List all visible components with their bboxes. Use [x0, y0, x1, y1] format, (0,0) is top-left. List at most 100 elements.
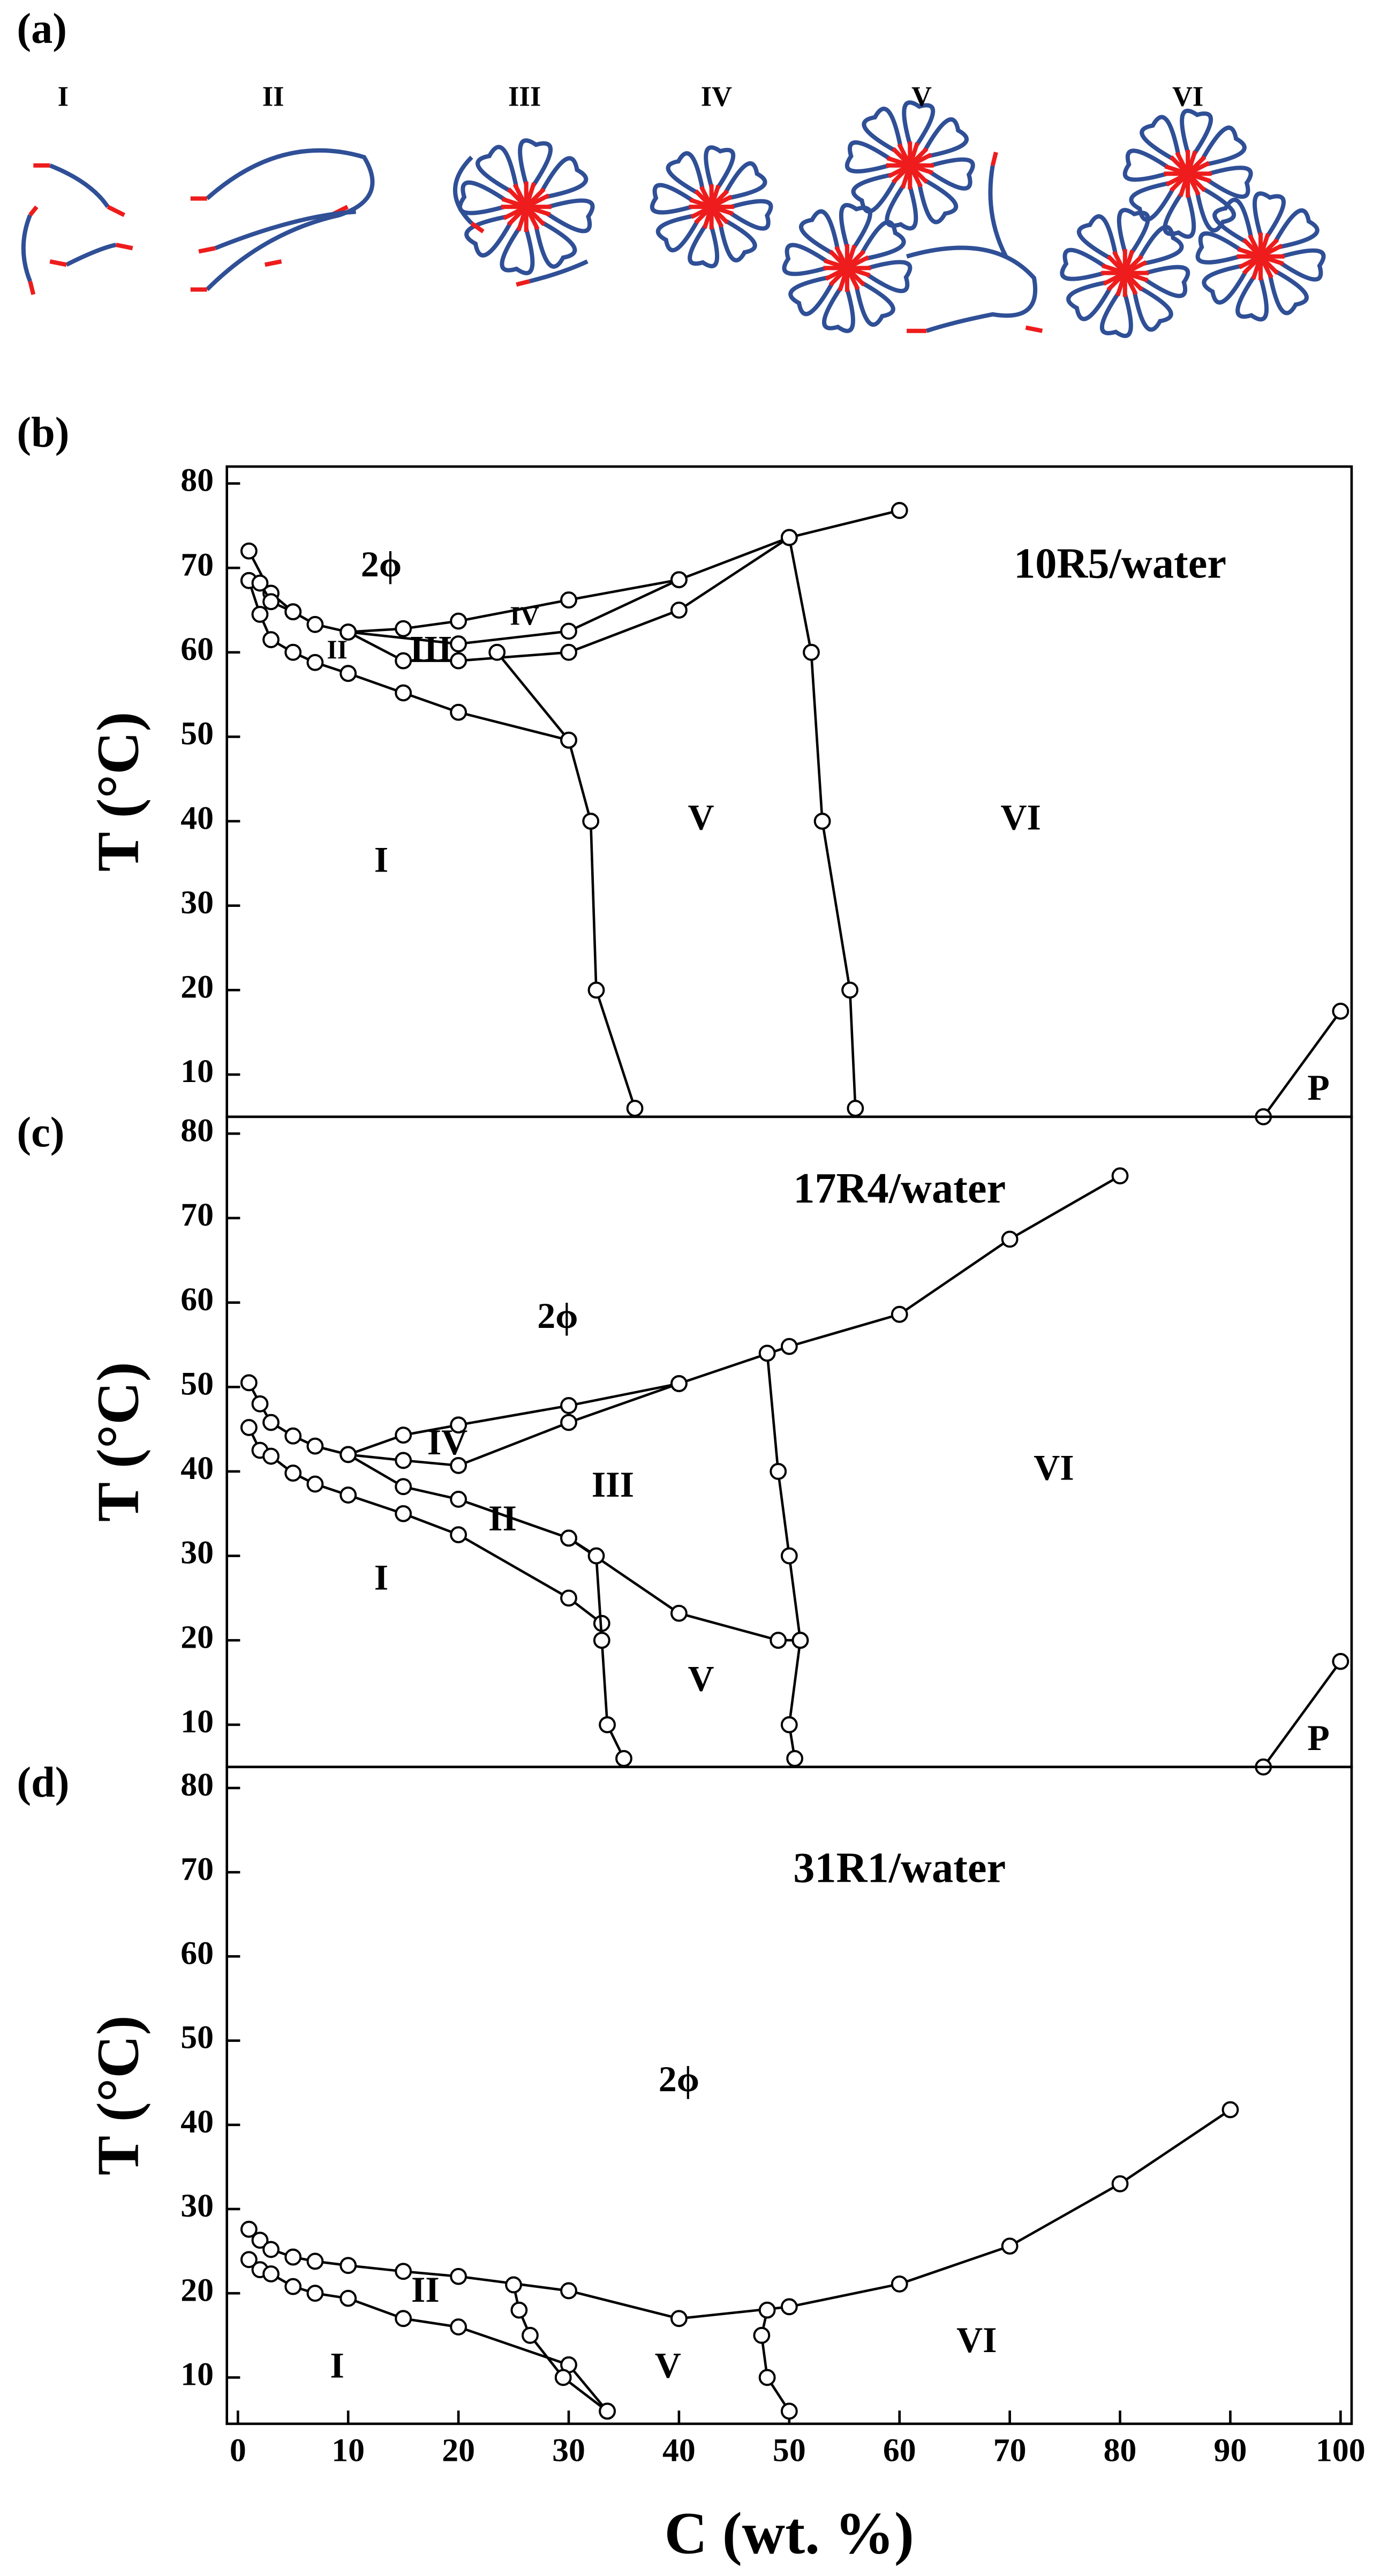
corona — [1195, 186, 1236, 232]
data-point — [599, 1716, 616, 1733]
region-label: 2ϕ — [537, 1295, 578, 1336]
corona — [464, 214, 513, 258]
corona — [1273, 208, 1319, 250]
data-point — [251, 1395, 269, 1413]
structure-label: III — [508, 81, 541, 112]
data-point — [284, 603, 302, 621]
corona — [1060, 247, 1106, 281]
data-point — [395, 684, 412, 702]
y-tick-label: 80 — [180, 462, 214, 499]
structure-label: IV — [701, 81, 732, 112]
data-point — [670, 1604, 688, 1622]
region-label: P — [1307, 1717, 1330, 1758]
region-label: V — [688, 1658, 714, 1699]
data-point — [753, 2326, 771, 2344]
data-point — [251, 2232, 269, 2249]
corona — [688, 224, 720, 268]
data-point — [306, 2252, 324, 2270]
corona — [1206, 166, 1253, 199]
region-label: VI — [1000, 797, 1041, 838]
data-point — [306, 2285, 324, 2302]
data-point — [340, 2257, 357, 2274]
corona — [1235, 275, 1269, 322]
data-point — [891, 1305, 908, 1323]
data-point — [284, 1427, 302, 1445]
y-tick-label: 10 — [180, 1053, 214, 1090]
phase-boundary — [760, 2310, 790, 2412]
data-point — [786, 1749, 804, 1767]
data-point — [450, 1456, 467, 1474]
x-tick-label: 70 — [993, 2432, 1027, 2469]
structure-sketches — [21, 100, 1326, 339]
data-point — [1111, 1167, 1129, 1185]
data-point — [240, 2220, 258, 2238]
data-point — [847, 1100, 864, 1117]
corona — [1129, 181, 1175, 222]
data-point — [599, 2402, 616, 2420]
data-point — [395, 2310, 412, 2327]
x-tick-label: 40 — [662, 2432, 696, 2469]
region-label: VI — [1034, 1447, 1074, 1488]
data-point — [780, 1716, 798, 1733]
x-axis-label: C (wt. %) — [665, 2501, 914, 2567]
chain — [21, 214, 32, 282]
data-point — [284, 643, 302, 661]
phase-boundary — [248, 2108, 1231, 2320]
region-label: 2ϕ — [659, 2059, 699, 2099]
data-point — [284, 1465, 302, 1482]
x-tick-label: 90 — [1214, 2432, 1247, 2469]
region-label: IV — [427, 1422, 468, 1462]
data-point — [450, 2267, 467, 2285]
phase-boundary — [496, 651, 636, 1109]
data-point — [450, 1491, 467, 1508]
data-point — [251, 605, 269, 623]
chain — [453, 155, 473, 225]
data-point — [758, 2301, 776, 2319]
x-tick-label: 80 — [1104, 2432, 1137, 2469]
y-tick-label: 40 — [180, 1450, 214, 1486]
data-point — [560, 1529, 577, 1547]
corona — [859, 220, 906, 261]
data-point — [505, 2276, 522, 2294]
data-point — [450, 635, 467, 652]
y-tick-label: 70 — [180, 546, 214, 583]
corona — [851, 172, 898, 214]
y-tick-label: 10 — [180, 1703, 214, 1740]
corona — [885, 184, 918, 231]
region-label: P — [1307, 1067, 1330, 1108]
corona — [500, 226, 535, 275]
corona — [902, 100, 936, 147]
y-tick-label: 20 — [180, 2272, 214, 2308]
y-tick-label: 30 — [180, 1535, 214, 1571]
region-label: 10R5/water — [1014, 540, 1226, 588]
chain-end — [198, 246, 216, 254]
data-point — [891, 2275, 908, 2293]
phase-boundary — [348, 579, 680, 645]
region-label: 2ϕ — [361, 544, 402, 584]
corona — [865, 260, 913, 294]
data-point — [841, 981, 858, 999]
data-point — [560, 1589, 577, 1607]
structure-label: V — [911, 81, 932, 112]
region-label: II — [411, 2269, 440, 2310]
corona — [1253, 191, 1286, 238]
corona — [704, 145, 736, 190]
corona — [1132, 286, 1173, 332]
y-tick-label: 70 — [180, 1851, 214, 1887]
region-label: III — [410, 628, 452, 669]
corona — [1077, 214, 1118, 260]
data-point — [395, 620, 412, 637]
core — [525, 193, 550, 209]
region-label: I — [374, 839, 388, 880]
x-tick-label: 0 — [230, 2432, 246, 2469]
y-tick-label: 50 — [180, 1365, 214, 1402]
y-tick-label: 50 — [180, 716, 214, 752]
data-point — [1001, 2237, 1019, 2255]
chain — [988, 165, 1008, 258]
y-tick-label: 20 — [180, 969, 214, 1005]
y-axis-label: T (°C) — [86, 2015, 152, 2175]
corona — [1137, 224, 1184, 266]
data-point — [780, 529, 798, 546]
data-point — [554, 2369, 572, 2386]
